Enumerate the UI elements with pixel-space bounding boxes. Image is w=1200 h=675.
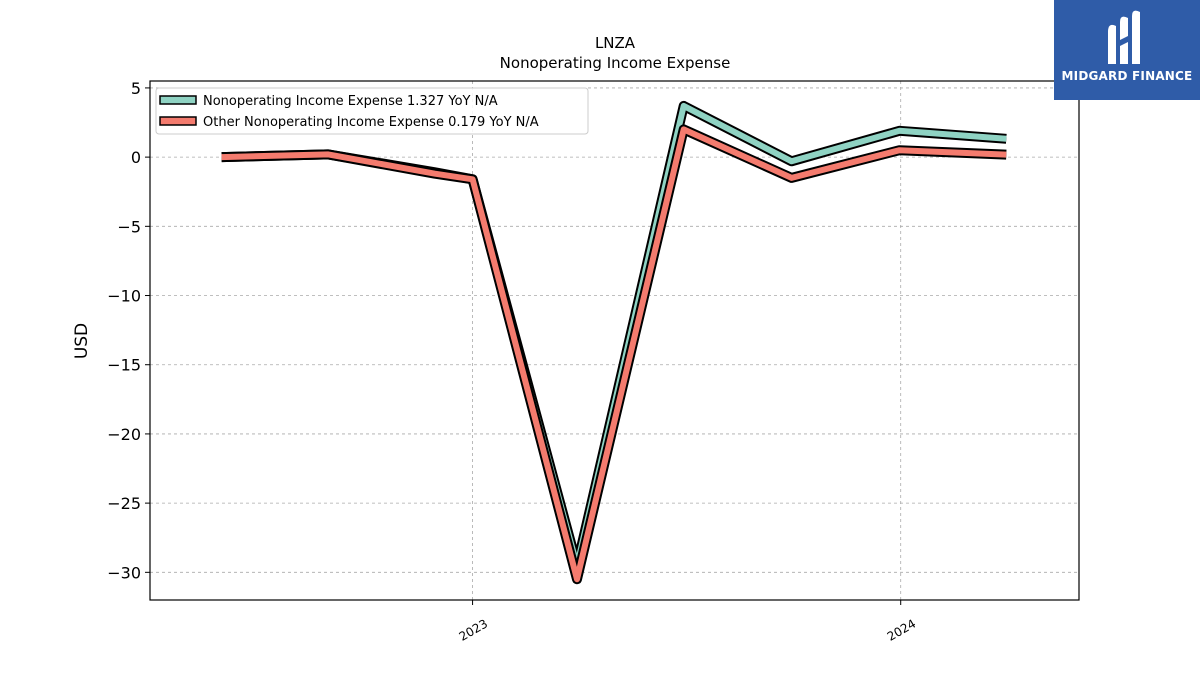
legend-box [155,87,589,135]
y-axis-label: USD [72,323,92,359]
y-tick-label: −10 [107,287,141,306]
logo-text: MIDGARD FINANCE [1061,69,1193,83]
chart-title: LNZA [595,34,636,52]
plot-frame [149,80,1080,601]
y-tick-label: −25 [107,494,141,513]
series-2-outline [221,124,1007,585]
brand-logo: MIDGARD FINANCE [1054,0,1200,100]
logo-icon [1108,10,1140,65]
y-axis-ticks: 5 0 −5 −10 −15 −20 −25 −30 [107,79,150,582]
legend-swatch [159,116,197,126]
legend-entry: Nonoperating Income Expense 1.327 YoY N/… [203,94,498,109]
x-tick-label: 2024 [885,616,918,643]
series-1-line [221,102,1007,569]
legend-swatch [159,95,197,105]
series-layer [221,100,1007,585]
grid-lines [150,81,1079,600]
y-tick-label: −30 [107,563,141,582]
y-tick-label: −5 [117,217,141,236]
x-axis-ticks: 2023 2024 [457,600,918,644]
x-tick-label: 2023 [457,616,490,643]
chart-subtitle: Nonoperating Income Expense [500,54,731,72]
y-tick-label: −20 [107,425,141,444]
legend-entry: Other Nonoperating Income Expense 0.179 … [203,115,539,130]
series-1-outline [221,100,1007,571]
y-tick-label: 0 [131,148,141,167]
legend: Nonoperating Income Expense 1.327 YoY N/… [155,87,589,135]
y-tick-label: −15 [107,356,141,375]
series-2-line [221,126,1007,583]
y-tick-label: 5 [131,79,141,98]
